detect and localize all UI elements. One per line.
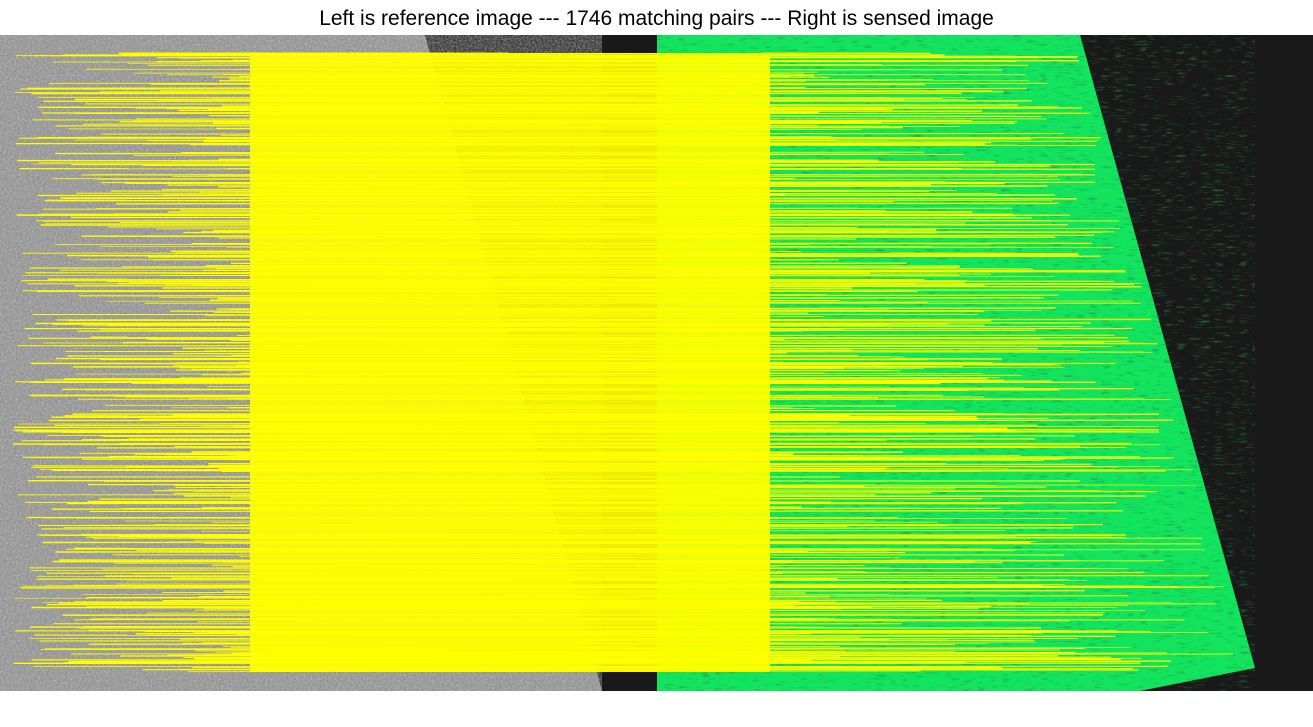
match-lines — [12, 52, 1234, 673]
figure-title: Left is reference image --- 1746 matchin… — [319, 7, 994, 30]
match-figure — [0, 35, 1313, 691]
